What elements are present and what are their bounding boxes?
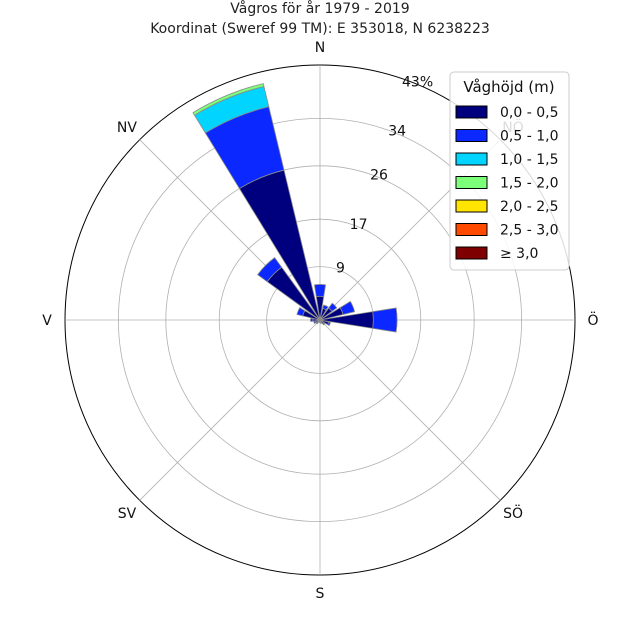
- direction-label: Ö: [587, 311, 598, 329]
- grid-spoke: [319, 319, 501, 501]
- direction-label: V: [42, 313, 52, 329]
- radial-tick-labels: 9 17 26 34 43%: [336, 74, 433, 276]
- rose-bar-segment: [327, 321, 331, 327]
- direction-label: SÖ: [503, 504, 523, 522]
- chart-title: Vågros för år 1979 - 2019: [230, 0, 409, 17]
- legend-label: 0,0 - 0,5: [500, 105, 558, 121]
- rose-bar-segment: [192, 83, 265, 116]
- radial-tick-label: 17: [350, 217, 368, 233]
- rose-bars: [192, 83, 398, 333]
- rose-bar-segment: [313, 284, 327, 298]
- legend: Våghöjd (m) 0,0 - 0,5 0,5 - 1,0 1,0 - 1,5 1…: [449, 71, 570, 271]
- legend-swatch: [455, 246, 488, 260]
- legend-frame: [449, 71, 570, 271]
- legend-swatch: [455, 176, 488, 189]
- grid-spoke: [139, 319, 321, 501]
- rose-bar-segment: [322, 322, 326, 326]
- legend-swatch: [455, 129, 488, 142]
- legend-label: 1,0 - 1,5: [500, 152, 558, 168]
- radial-tick-label: 43%: [402, 74, 433, 90]
- rose-bar-segment: [296, 307, 306, 317]
- radial-tick-label: 26: [370, 168, 388, 184]
- radial-tick-label: 9: [336, 261, 345, 277]
- rose-bar-segment: [310, 318, 314, 322]
- direction-label: S: [316, 586, 325, 602]
- rose-bar-segment: [313, 320, 317, 324]
- direction-label: SV: [118, 506, 137, 522]
- legend-title: Våghöjd (m): [463, 78, 554, 96]
- direction-label: N: [315, 40, 325, 56]
- legend-label: 2,0 - 2,5: [500, 199, 558, 215]
- rose-bar-segment: [328, 302, 338, 312]
- chart-subtitle: Koordinat (Sweref 99 TM): E 353018, N 62…: [150, 21, 490, 37]
- legend-items: 0,0 - 0,5 0,5 - 1,0 1,0 - 1,5 1,5 - 2,0 2,0 …: [455, 105, 558, 262]
- radial-tick-label: 34: [388, 124, 406, 140]
- rose-bar-segment: [322, 304, 329, 311]
- legend-swatch: [455, 105, 488, 119]
- legend-label: 1,5 - 2,0: [500, 176, 558, 192]
- legend-swatch: [455, 152, 488, 166]
- rose-bar-segment: [238, 169, 321, 321]
- legend-label: 2,5 - 3,0: [500, 223, 558, 239]
- legend-swatch: [455, 223, 488, 236]
- direction-label: NV: [117, 120, 137, 136]
- legend-swatch: [455, 199, 488, 213]
- legend-label: 0,5 - 1,0: [500, 129, 558, 145]
- rose-bar-segment: [339, 300, 356, 315]
- legend-label: ≥ 3,0: [500, 246, 538, 262]
- rose-bar-segment: [320, 321, 323, 324]
- rose-bar-segment: [372, 307, 398, 333]
- rose-bar-segment: [257, 257, 283, 283]
